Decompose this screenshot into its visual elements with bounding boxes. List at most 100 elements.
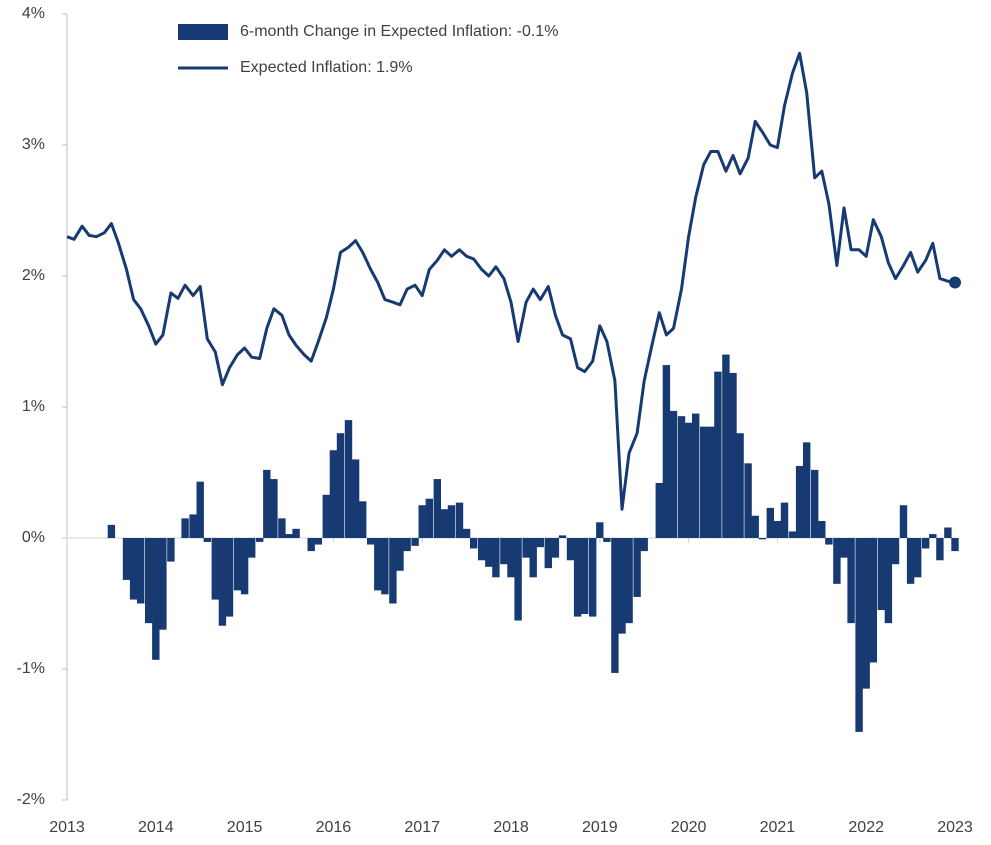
bar: [203, 538, 212, 542]
bar: [729, 372, 737, 538]
bar: [810, 469, 819, 538]
bar: [440, 509, 449, 538]
legend-label: Expected Inflation: 1.9%: [240, 59, 413, 76]
bar: [322, 494, 330, 538]
bar: [418, 505, 426, 538]
bar: [692, 413, 700, 538]
bar: [751, 515, 759, 538]
bar: [633, 538, 641, 597]
bar: [744, 463, 752, 538]
bar: [684, 422, 693, 538]
legend-label: 6-month Change in Expected Inflation: -0…: [240, 23, 558, 40]
bar: [529, 538, 537, 578]
x-tick-label: 2023: [937, 819, 973, 836]
bar: [855, 538, 863, 732]
bar: [951, 538, 959, 552]
bar: [396, 538, 404, 571]
bar: [625, 538, 633, 624]
bar: [669, 410, 678, 538]
bar: [455, 502, 464, 538]
legend-swatch: [178, 24, 228, 40]
bar: [270, 479, 278, 538]
bar: [906, 538, 915, 584]
bar: [936, 538, 944, 561]
bar: [263, 469, 271, 538]
bar: [766, 507, 774, 538]
bar: [344, 420, 353, 538]
bar: [566, 538, 575, 561]
bar: [366, 538, 375, 545]
bar: [167, 538, 175, 562]
bar: [840, 538, 848, 558]
bar: [159, 538, 167, 630]
bar: [833, 538, 841, 584]
bar: [795, 465, 804, 538]
bar: [255, 538, 264, 542]
y-tick-label: -1%: [17, 660, 45, 677]
x-tick-label: 2019: [582, 819, 618, 836]
x-tick-label: 2022: [848, 819, 884, 836]
y-tick-label: -2%: [17, 791, 45, 808]
bar: [137, 538, 145, 604]
bar: [189, 514, 197, 538]
x-tick-label: 2017: [404, 819, 440, 836]
bar: [773, 520, 782, 538]
bar: [522, 538, 530, 558]
bar: [181, 518, 189, 538]
bar: [514, 538, 522, 621]
bar: [225, 538, 234, 617]
bar: [240, 538, 249, 595]
bar: [884, 538, 893, 624]
bar: [722, 354, 730, 538]
y-tick-label: 2%: [22, 267, 45, 284]
bar: [359, 501, 367, 538]
line: [66, 51, 956, 511]
bar: [470, 538, 478, 549]
bar: [581, 538, 589, 614]
bar: [329, 450, 338, 538]
bar: [869, 538, 878, 663]
bar: [411, 538, 419, 546]
bar: [847, 538, 855, 624]
bar: [862, 538, 870, 689]
bar: [921, 538, 930, 549]
bar: [618, 538, 626, 634]
x-tick-label: 2018: [493, 819, 529, 836]
bar: [500, 538, 508, 565]
bar: [485, 538, 493, 567]
bar: [374, 538, 382, 591]
bar: [278, 518, 286, 538]
bar: [381, 538, 389, 595]
bar: [351, 459, 360, 538]
bar: [307, 538, 315, 552]
bar: [248, 538, 256, 558]
bar: [425, 498, 434, 538]
bar: [877, 538, 885, 611]
x-tick-label: 2015: [227, 819, 263, 836]
x-tick-label: 2021: [760, 819, 796, 836]
bar: [107, 524, 116, 538]
bar: [929, 534, 937, 538]
bar: [788, 531, 797, 538]
end-dot: [949, 276, 961, 289]
bar: [573, 538, 582, 617]
bar: [596, 522, 604, 538]
bar: [129, 538, 138, 600]
bar: [152, 538, 160, 660]
bar: [492, 538, 500, 578]
bar: [891, 538, 900, 565]
bar: [233, 538, 242, 591]
bar: [899, 505, 908, 538]
bar: [677, 416, 686, 538]
bar: [122, 538, 131, 580]
x-tick-label: 2013: [49, 819, 85, 836]
y-tick-label: 4%: [22, 5, 45, 22]
bar: [544, 538, 552, 569]
bar: [285, 534, 293, 538]
bar: [655, 482, 663, 538]
bar: [196, 481, 204, 538]
bar: [211, 538, 219, 600]
x-tick-label: 2016: [316, 819, 352, 836]
bar: [707, 426, 715, 538]
